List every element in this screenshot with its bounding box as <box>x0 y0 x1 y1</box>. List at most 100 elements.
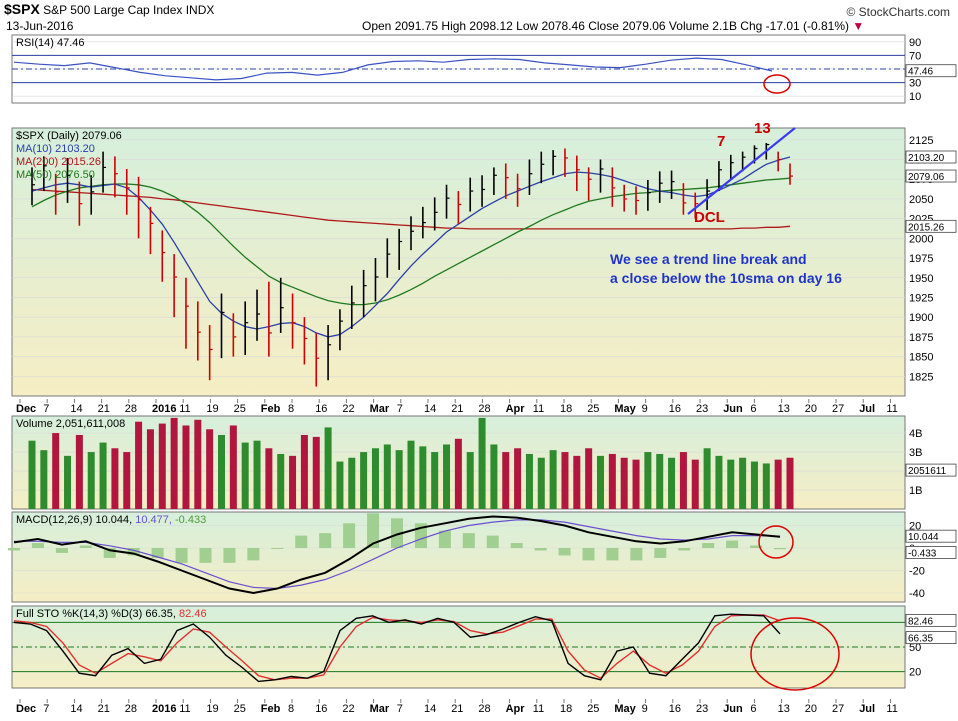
x-axis-top-label: 21 <box>98 403 110 415</box>
volume-bar <box>158 423 166 509</box>
price-tick-1950: 1950 <box>909 273 933 285</box>
macd-value-tag: 10.044 <box>908 532 939 543</box>
x-axis-bottom-label: 11 <box>886 703 897 715</box>
macd-histogram-bar <box>750 545 763 548</box>
sto-d-tag-box <box>905 613 957 627</box>
x-axis-bottom-label: 7 <box>43 703 49 715</box>
watermark: © StockCharts.com <box>846 5 950 19</box>
trendline <box>687 127 796 215</box>
x-axis-bottom-label: Mar <box>370 703 390 715</box>
x-axis-top-label: Feb <box>261 403 281 415</box>
volume-bar <box>170 417 178 509</box>
volume-bar <box>525 453 533 509</box>
volume-bar <box>348 457 356 509</box>
x-axis-top-label: 13 <box>778 403 790 415</box>
sto-k-tag-box <box>905 631 957 644</box>
volume-bar <box>750 461 758 509</box>
macd-histogram-bar <box>367 513 380 548</box>
volume-bar <box>419 446 427 509</box>
x-axis-bottom-label: Jul <box>859 703 875 715</box>
price-tick-2050: 2050 <box>909 194 933 206</box>
x-axis-top-label: 28 <box>125 403 137 415</box>
x-axis-bottom-label: 7 <box>397 703 403 715</box>
macd-histogram-bar <box>343 523 356 548</box>
macd-histogram-bar <box>199 548 212 563</box>
price-tick-1975: 1975 <box>909 253 933 265</box>
quote-values: 2091.75 High 2098.12 Low 2078.46 Close 2… <box>394 19 850 33</box>
price-title: $SPX (Daily) 2079.06 <box>16 130 122 142</box>
rsi-tick-90: 90 <box>909 37 921 49</box>
sto-k-tag: 66.35 <box>908 634 933 645</box>
volume-bar <box>407 440 415 509</box>
x-axis-bottom-label: 28 <box>478 703 490 715</box>
macd-histogram-bar <box>486 535 499 548</box>
symbol: $SPX <box>4 1 40 17</box>
macd-histogram-bar <box>127 548 140 556</box>
x-axis-top-label: 11 <box>533 403 544 415</box>
price-tag-ma200-box <box>905 219 957 233</box>
x-axis-top-label: 21 <box>451 403 463 415</box>
rsi-tick-30: 30 <box>909 78 921 90</box>
x-axis-top-label: 16 <box>315 403 327 415</box>
x-axis-top-label: May <box>614 403 636 415</box>
rsi-tick-70: 70 <box>909 50 921 62</box>
volume-bar <box>206 429 214 509</box>
x-axis-bottom-label: 28 <box>125 703 137 715</box>
volume-bar <box>466 452 474 509</box>
volume-bar <box>28 440 36 509</box>
x-axis-top-label: Dec <box>16 403 36 415</box>
volume-bar <box>514 448 522 509</box>
volume-bar <box>312 436 320 509</box>
volume-bar <box>656 453 664 509</box>
macd-tick--20: -20 <box>909 566 925 578</box>
macd-histogram-bar <box>582 548 595 561</box>
volume-bar <box>64 455 72 509</box>
macd-histogram-bar <box>462 533 475 548</box>
volume-bar <box>762 463 770 509</box>
macd-histogram-bar <box>558 548 571 556</box>
sto-title: Full STO %K(14,3) %D(3) 66.35, 82.46 <box>16 608 207 620</box>
macd-histogram-bar <box>534 548 547 551</box>
macd-histogram-bar <box>55 548 68 553</box>
volume-bar <box>668 457 676 509</box>
chart-header-symbol: $SPX S&P 500 Large Cap Index INDX <box>4 1 214 17</box>
x-axis-top-label: 8 <box>288 403 294 415</box>
annotation-7: 7 <box>717 133 725 150</box>
x-axis-top-label: 9 <box>642 403 648 415</box>
volume-bar <box>620 457 628 509</box>
x-axis-top-label: 23 <box>696 403 708 415</box>
macd-histogram-bar <box>271 548 284 549</box>
macd-histogram-bar <box>438 530 451 548</box>
volume-bar <box>87 452 95 509</box>
macd-line <box>13 515 781 595</box>
price-tick-1825: 1825 <box>909 371 933 383</box>
volume-bar <box>703 448 711 509</box>
sto-d-line <box>13 614 781 681</box>
volume-bar <box>644 452 652 509</box>
macd-histogram-bar <box>151 548 164 558</box>
macd-title-hist: -0.433 <box>175 514 206 526</box>
macd-histogram-bar <box>391 518 403 548</box>
x-axis-bottom-label: Apr <box>506 703 526 715</box>
volume-bar <box>52 433 60 509</box>
exchange: INDX <box>185 3 215 17</box>
price-tag-ma200: 2015.26 <box>908 222 945 233</box>
volume-title: Volume 2,051,611,008 <box>16 418 125 430</box>
volume-bar <box>75 434 83 509</box>
x-axis-bottom-label: 9 <box>642 703 648 715</box>
x-axis-top-label: 11 <box>179 403 190 415</box>
macd-histogram-bar <box>726 540 739 548</box>
sto-annotation-circle <box>750 617 840 691</box>
x-axis-bottom-label: 23 <box>696 703 708 715</box>
volume-bar <box>371 448 379 509</box>
volume-bar <box>395 450 403 509</box>
x-axis-top-label: Jul <box>859 403 875 415</box>
macd-value-tag-box <box>905 529 957 543</box>
volume-bar <box>786 457 794 509</box>
x-axis-bottom-label: 14 <box>424 703 436 715</box>
price-panel <box>11 127 906 397</box>
volume-bar <box>561 452 569 509</box>
x-axis-top-label: 22 <box>342 403 354 415</box>
macd-histogram-bar <box>654 548 667 558</box>
x-axis-top-label: 7 <box>397 403 403 415</box>
